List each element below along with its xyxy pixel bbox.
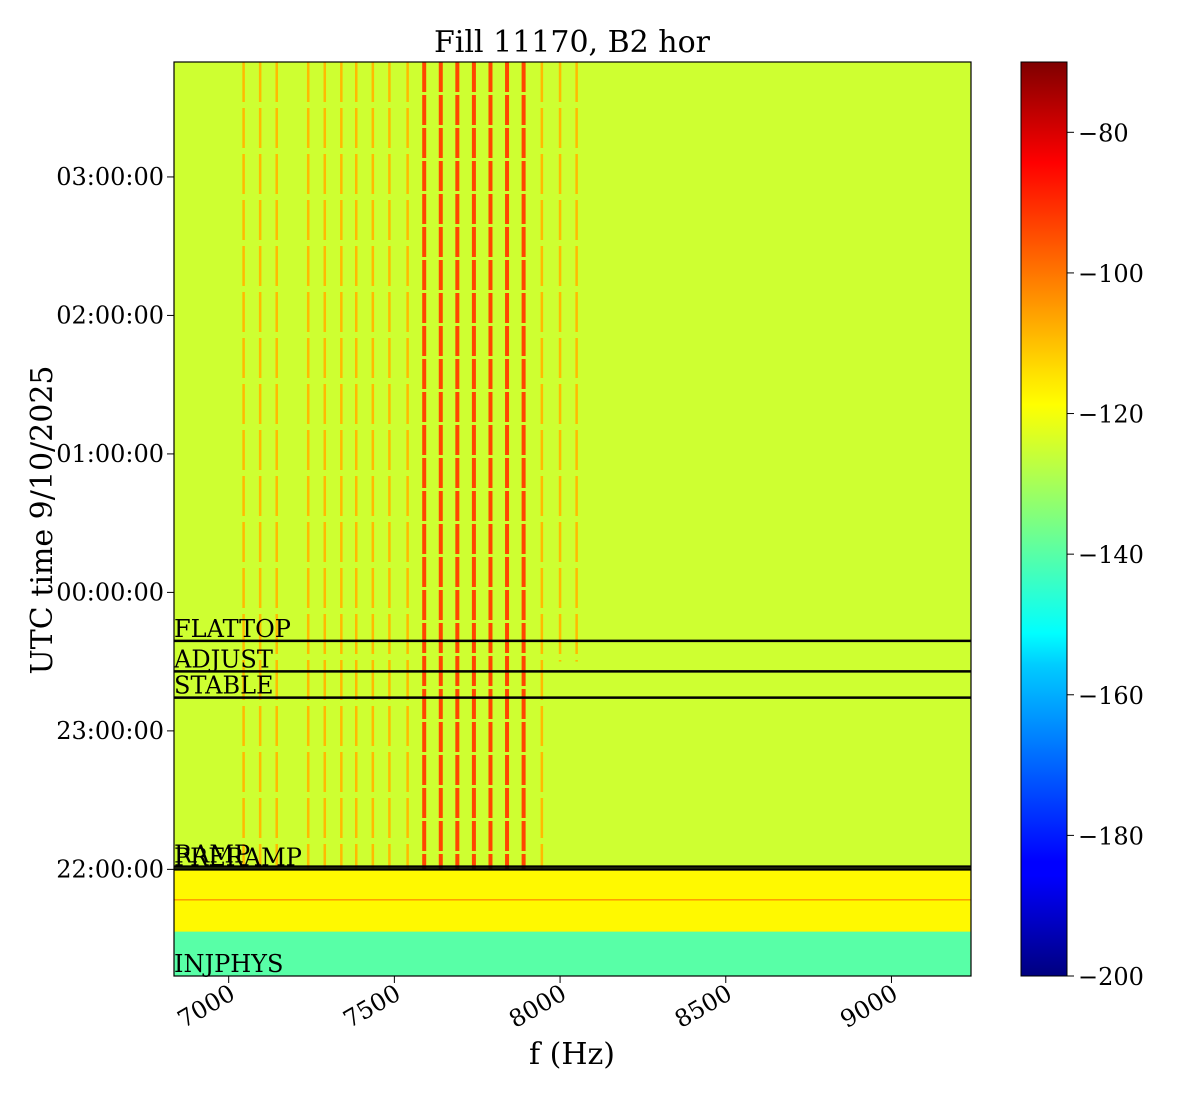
beam-mode-label: STABLE — [174, 672, 274, 700]
y-tick-label: 23:00:00 — [56, 717, 164, 745]
beam-mode-label: RAMP — [174, 841, 250, 869]
x-tick-label: 7500 — [338, 979, 405, 1034]
band-ramp — [174, 869, 971, 932]
heatmap-bands — [174, 62, 971, 976]
beam-mode-label: FLATTOP — [174, 615, 291, 643]
x-tick-label: 8500 — [670, 979, 737, 1034]
plot-frame — [173, 61, 972, 977]
colorbar-tick-label: −120 — [1078, 401, 1144, 429]
colorbar-tick-label: −160 — [1078, 682, 1144, 710]
spectral-lines — [242, 62, 578, 870]
x-tick-label: 7000 — [173, 979, 240, 1034]
y-tick-label: 22:00:00 — [56, 855, 164, 883]
colorbar — [1020, 61, 1068, 977]
y-axis-label: UTC time 9/10/2025 — [25, 366, 60, 675]
beam-mode-label: ADJUST — [173, 645, 273, 673]
x-axis-label: f (Hz) — [529, 1037, 615, 1072]
x-tick-label: 8000 — [504, 979, 571, 1034]
y-tick-label: 03:00:00 — [56, 163, 164, 191]
beam-mode-label: PRERAMP — [174, 843, 302, 871]
chart-title: Fill 11170, B2 hor — [434, 25, 711, 60]
y-tick-label: 02:00:00 — [56, 301, 164, 329]
x-axis: 7000 7500 8000 8500 9000 — [173, 976, 903, 1034]
y-axis: 22:00:00 23:00:00 00:00:00 01:00:00 02:00:00… — [56, 163, 174, 883]
colorbar-axis: −80 −100 −120 −140 −160 −180 −200 — [1067, 119, 1144, 991]
y-tick-label: 01:00:00 — [56, 440, 164, 468]
colorbar-tick-label: −100 — [1078, 260, 1144, 288]
y-tick-label: 00:00:00 — [56, 578, 164, 606]
band-after-ramp — [174, 62, 971, 870]
beam-mode-label: INJPHYS — [174, 950, 283, 978]
colorbar-tick-label: −180 — [1078, 822, 1144, 850]
colorbar-tick-label: −80 — [1078, 119, 1129, 147]
x-tick-label: 9000 — [836, 979, 903, 1034]
colorbar-tick-label: −140 — [1078, 541, 1144, 569]
colorbar-tick-label: −200 — [1078, 963, 1144, 991]
band-injection — [174, 931, 971, 976]
